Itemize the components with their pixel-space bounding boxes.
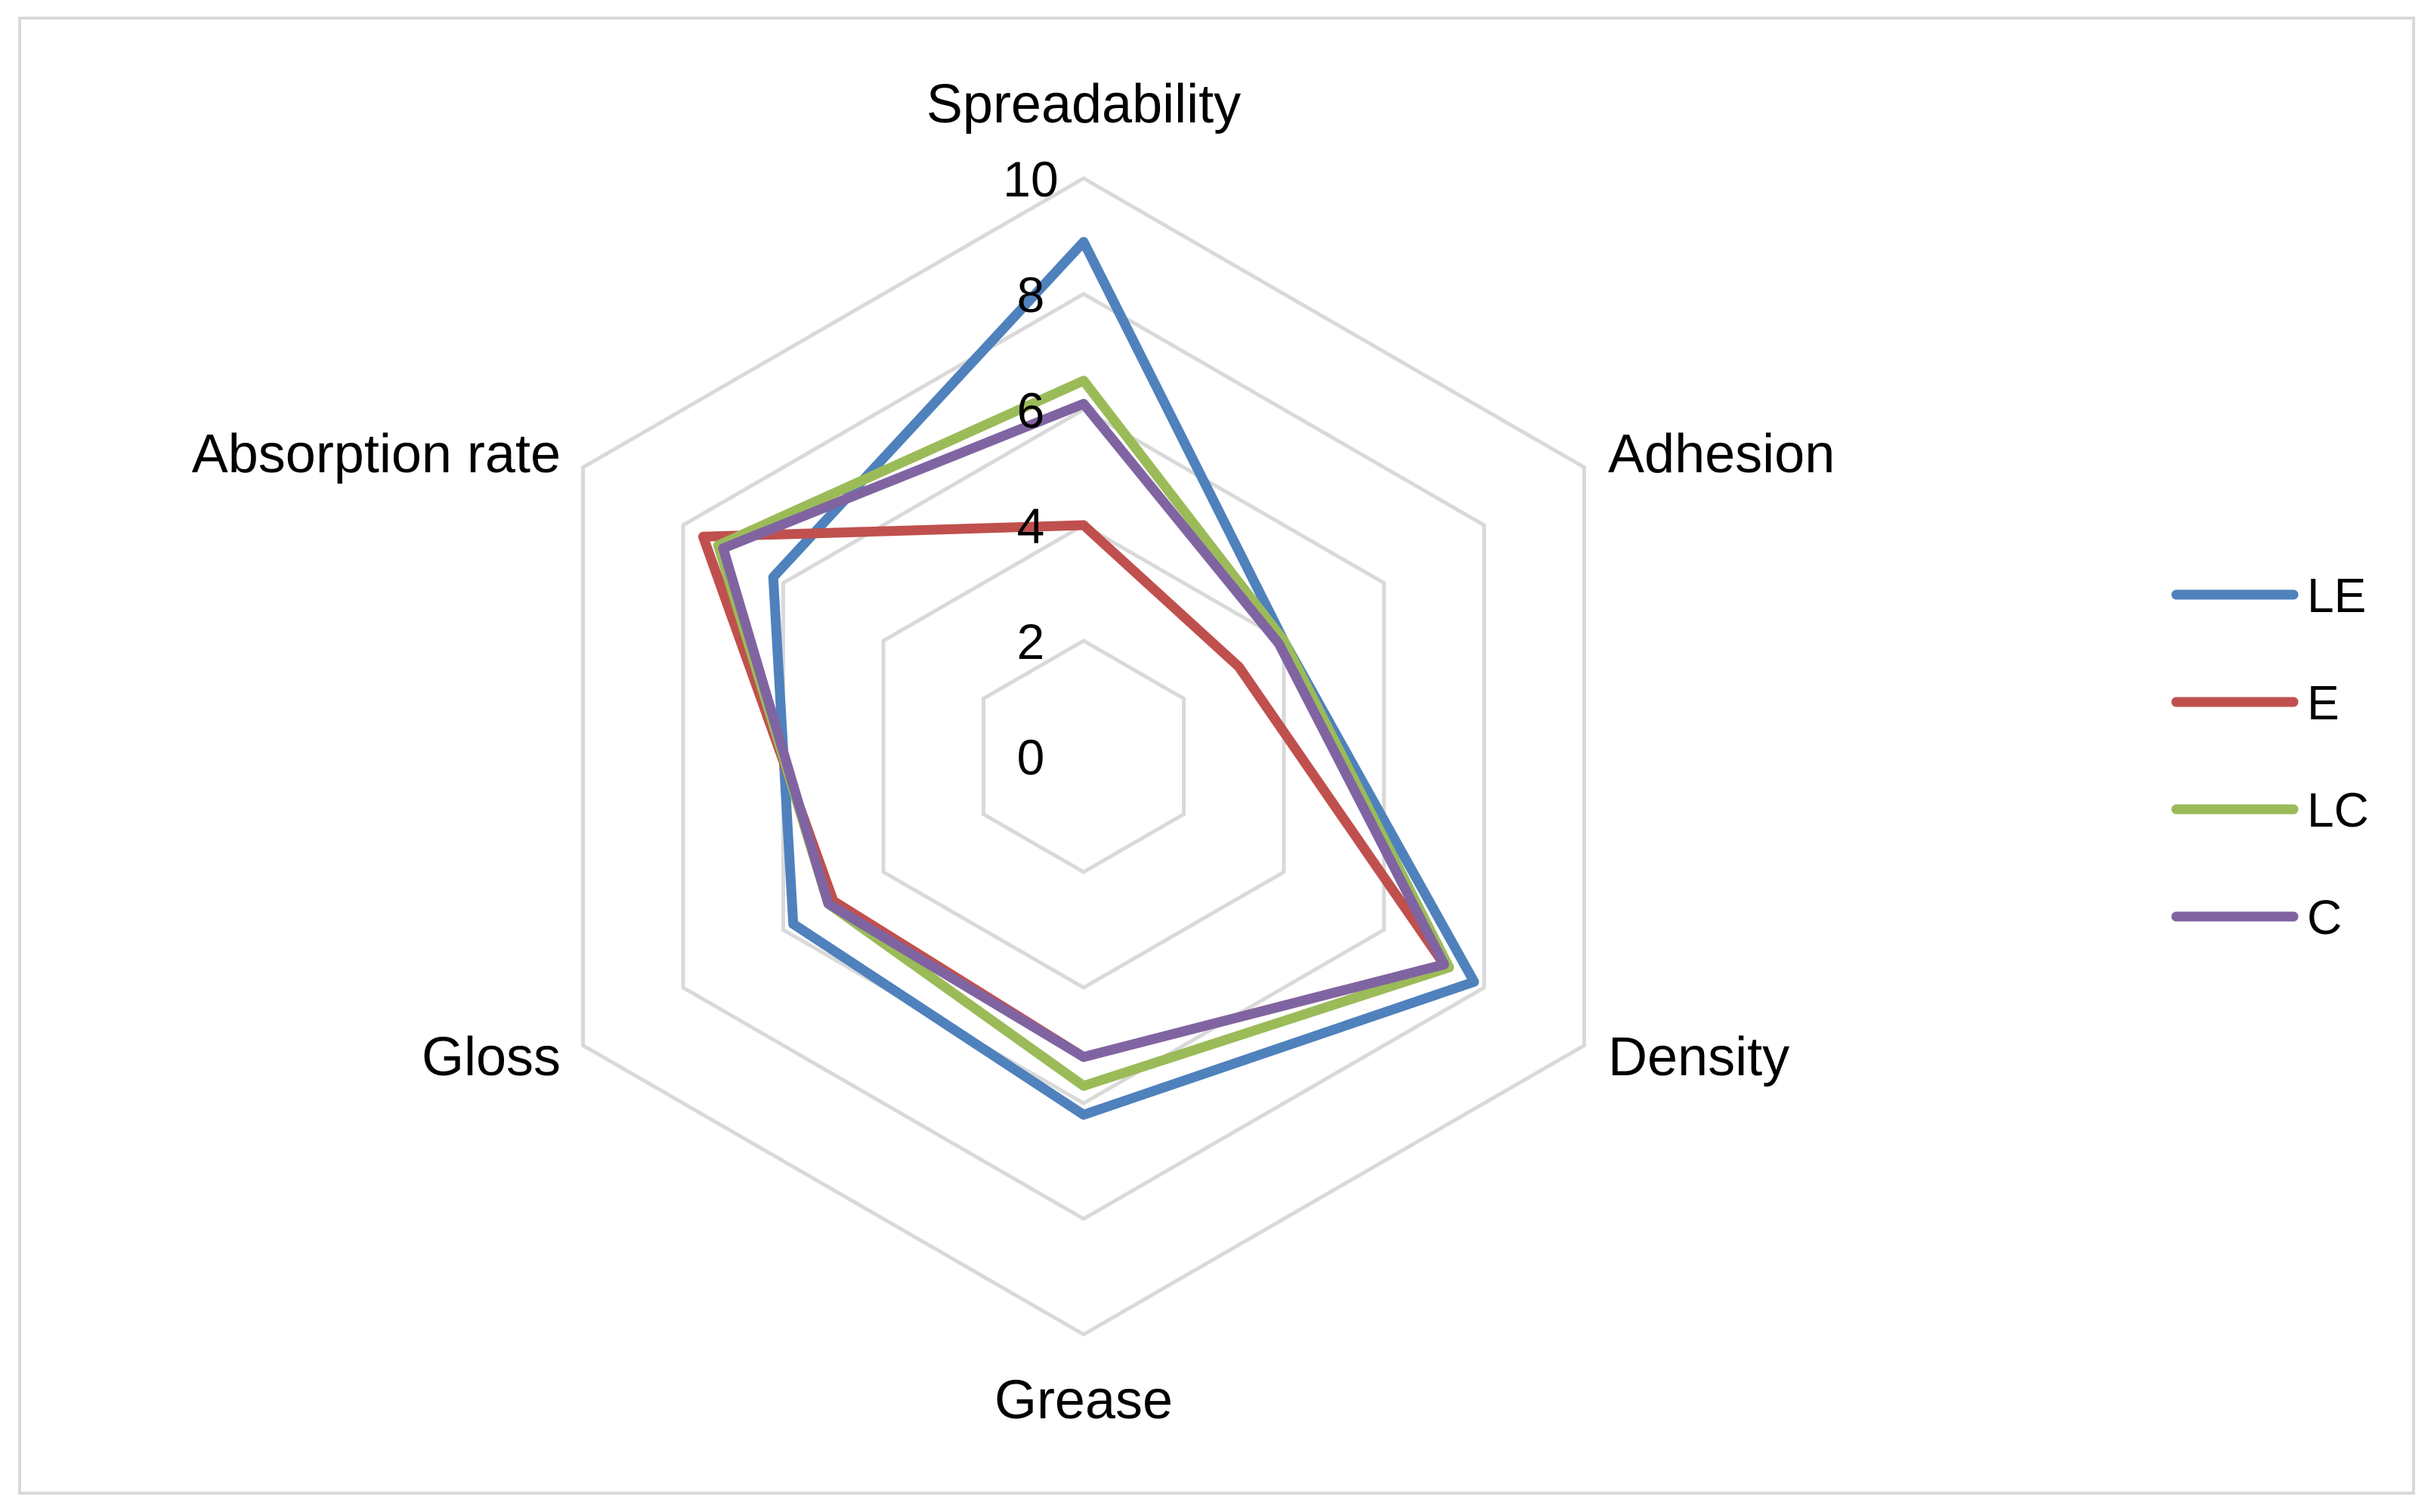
grid-ring-6 (781, 407, 1387, 1105)
tick-label-10: 10 (1003, 151, 1058, 207)
legend-label-c: C (2307, 890, 2342, 945)
tick-label-0: 0 (1017, 729, 1045, 785)
axis-label-grease: Grease (994, 1370, 1173, 1430)
legend: LE E LC C (2171, 568, 2369, 945)
grid-ring-2 (981, 639, 1186, 874)
axis-label-density: Density (1608, 1027, 1789, 1087)
series-line-e (697, 520, 1449, 1062)
legend-label-lc: LC (2307, 783, 2369, 837)
axis-label-gloss: Gloss (422, 1027, 561, 1087)
grid-ring-4 (881, 523, 1286, 990)
radial-tick-labels: 0 2 4 6 8 10 (1003, 151, 1058, 785)
tick-label-4: 4 (1017, 498, 1045, 554)
series-lines (697, 237, 1480, 1120)
tick-label-8: 8 (1017, 267, 1045, 323)
axis-label-absorption-rate: Absorption rate (192, 424, 561, 484)
legend-label-le: LE (2307, 568, 2366, 623)
grid-ring-10 (580, 176, 1587, 1337)
radar-grid (580, 176, 1587, 1337)
tick-label-6: 6 (1017, 382, 1045, 438)
axis-label-spreadability: Spreadability (926, 74, 1241, 135)
axis-label-adhesion: Adhesion (1608, 424, 1835, 484)
series-line-c (718, 398, 1449, 1062)
axis-labels: Spreadability Adhesion Density Grease Gloss A… (192, 74, 1836, 1430)
grid-ring-8 (681, 292, 1486, 1221)
tick-label-2: 2 (1017, 614, 1045, 669)
legend-label-e: E (2307, 676, 2340, 730)
chart-frame (18, 17, 2415, 1495)
series-line-lc (713, 376, 1455, 1091)
